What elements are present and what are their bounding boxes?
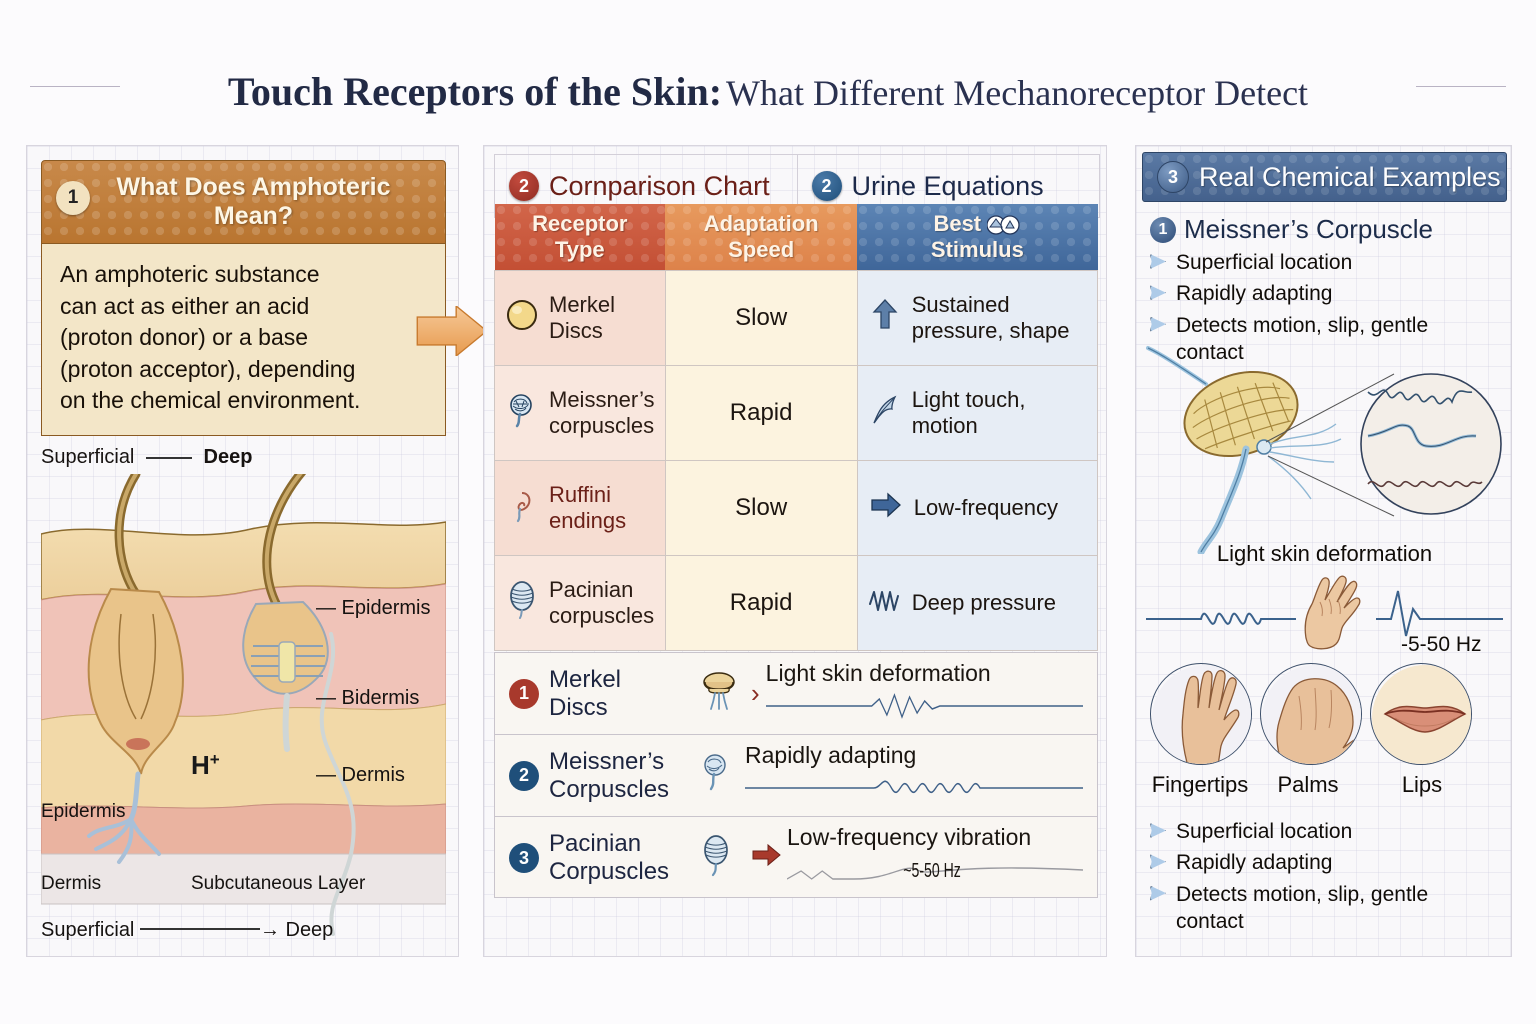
svg-text:-5-50 Hz: -5-50 Hz xyxy=(1401,633,1482,656)
svg-text:~5-50 Hz: ~5-50 Hz xyxy=(903,859,961,882)
